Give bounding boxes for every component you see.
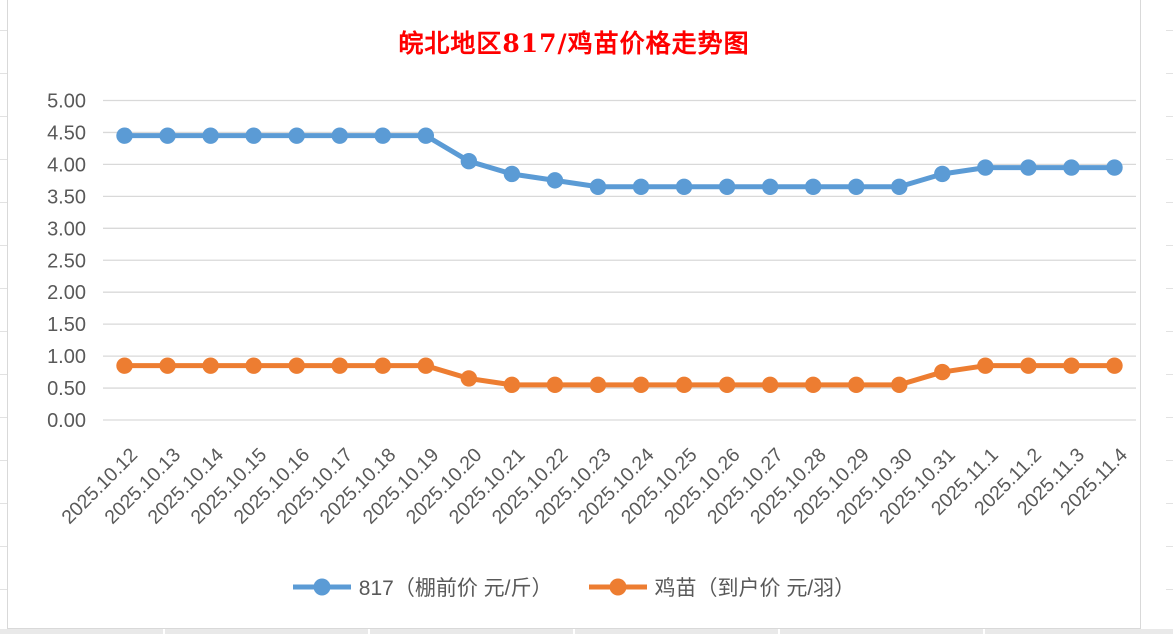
y-axis-tick-label: 1.00 [47,346,86,368]
data-point-marker[interactable] [159,357,176,374]
data-point-marker[interactable] [718,178,736,195]
data-point-marker[interactable] [116,357,133,374]
y-axis-tick-label: 3.00 [47,218,86,240]
data-point-marker[interactable] [848,376,865,394]
y-axis-tick-label: 2.50 [47,250,86,272]
chart-title: 皖北地区817/鸡苗价格走势图 [398,29,750,58]
legend-label-817: 817（棚前价 元/斤） [358,577,553,600]
data-point-marker[interactable] [977,159,994,176]
data-point-marker[interactable] [288,127,305,144]
y-axis-tick-label: 5.00 [47,91,86,113]
legend-swatch-817-icon [292,578,351,596]
data-point-marker[interactable] [374,357,391,374]
y-axis-tick-label: 1.50 [47,314,86,336]
data-point-marker[interactable] [116,127,133,144]
data-point-marker[interactable] [1020,357,1037,374]
spreadsheet-bottom-row [0,629,1173,634]
data-point-marker[interactable] [1063,357,1080,374]
data-point-marker[interactable] [546,172,564,189]
legend-item-817[interactable]: 817（棚前价 元/斤） [292,572,553,602]
data-point-marker[interactable] [202,127,219,144]
chart-legend: 817（棚前价 元/斤） 鸡苗（到户价 元/羽） [8,572,1140,602]
spreadsheet-right-gridlines [1166,0,1173,629]
chart-object[interactable]: 皖北地区817/鸡苗价格走势图 5.00 4.50 4.00 3.50 3.00 2.50… [7,0,1141,629]
data-point-marker[interactable] [934,165,951,183]
data-point-marker[interactable] [503,376,521,394]
y-axis-tick-label: 0.50 [47,378,86,400]
data-point-marker[interactable] [460,153,478,170]
data-point-marker[interactable] [331,127,348,144]
data-point-marker[interactable] [1063,159,1080,176]
data-point-marker[interactable] [804,178,822,195]
data-point-marker[interactable] [675,178,693,195]
data-point-marker[interactable] [546,376,564,394]
series-line-0[interactable] [122,133,1117,190]
legend-swatch-jimiao-icon [588,578,647,596]
y-axis-tick-label: 4.00 [47,154,86,176]
data-point-marker[interactable] [589,178,607,195]
y-axis-tick-label: 2.00 [47,282,86,304]
data-point-marker[interactable] [503,165,521,183]
y-axis-tick-label: 0.00 [47,410,86,432]
y-axis-tick-label: 3.50 [47,186,86,208]
data-point-marker[interactable] [460,370,478,387]
y-axis-tick-label: 4.50 [47,122,86,144]
data-point-marker[interactable] [977,357,994,374]
spreadsheet-left-gridlines [0,0,7,629]
data-point-marker[interactable] [761,376,779,394]
data-point-marker[interactable] [417,127,435,144]
data-point-marker[interactable] [934,363,951,381]
legend-label-jimiao: 鸡苗（到户价 元/羽） [654,577,856,600]
data-point-marker[interactable] [245,127,262,144]
legend-item-jimiao[interactable]: 鸡苗（到户价 元/羽） [588,572,856,602]
data-point-marker[interactable] [159,127,176,144]
data-point-marker[interactable] [288,357,305,374]
data-point-marker[interactable] [331,357,348,374]
data-point-marker[interactable] [891,178,908,195]
data-point-marker[interactable] [1106,159,1123,176]
data-point-marker[interactable] [245,357,262,374]
data-point-marker[interactable] [804,376,822,394]
data-point-marker[interactable] [675,376,693,394]
data-point-marker[interactable] [632,376,650,394]
data-point-marker[interactable] [718,376,736,394]
data-point-marker[interactable] [761,178,779,195]
data-point-marker[interactable] [589,376,607,394]
data-point-marker[interactable] [374,127,391,144]
data-point-marker[interactable] [417,357,435,374]
data-point-marker[interactable] [202,357,219,374]
data-point-marker[interactable] [1020,159,1037,176]
data-point-marker[interactable] [632,178,650,195]
plot-area: 5.00 4.50 4.00 3.50 3.00 2.50 2.00 1.50 1.00 0.50… [47,91,1136,529]
data-point-marker[interactable] [891,376,908,394]
data-point-marker[interactable] [1106,357,1123,374]
series-line-1[interactable] [122,363,1117,388]
data-point-marker[interactable] [848,178,865,195]
